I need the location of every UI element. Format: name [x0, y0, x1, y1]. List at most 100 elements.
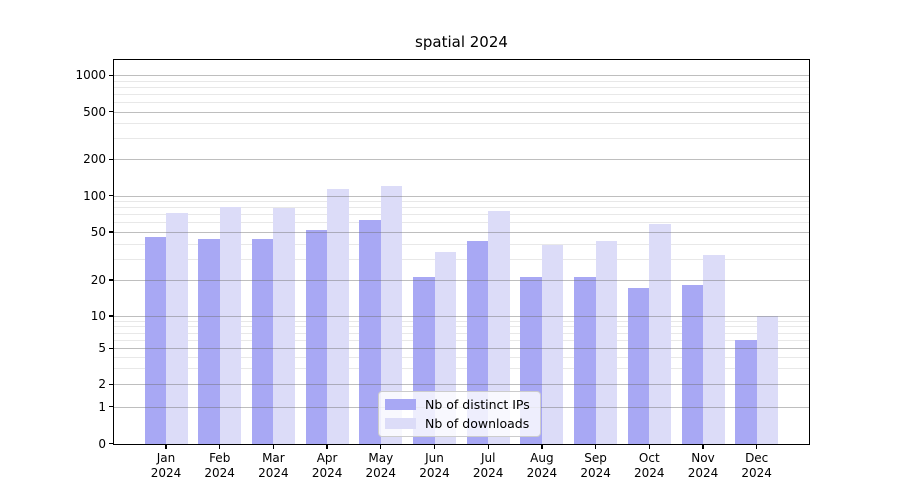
axes-border [113, 59, 810, 445]
bar-nb-of-distinct-ips-feb [198, 238, 220, 444]
minor-gridline [113, 86, 810, 88]
x-tick-mark [380, 445, 382, 449]
x-tick-month: Aug [530, 451, 554, 465]
bar-nb-of-downloads-may [380, 186, 403, 444]
x-tick-label-nov: Nov 2024 [671, 451, 735, 481]
minor-gridline [113, 201, 810, 203]
bar-nb-of-distinct-ips-jan [144, 237, 166, 444]
y-tick-mark [109, 383, 113, 385]
y-tick-mark [109, 195, 113, 197]
bar-nb-of-distinct-ips-sep [574, 277, 596, 444]
x-tick-year: 2024 [472, 466, 504, 480]
minor-gridline [113, 332, 810, 334]
y-tick-mark [109, 74, 113, 76]
x-tick-mark [648, 445, 650, 449]
minor-gridline [113, 207, 810, 209]
minor-gridline [113, 93, 810, 95]
x-tick-month: Oct [638, 451, 660, 465]
x-tick-label-apr: Apr 2024 [295, 451, 359, 481]
chart-title: spatial 2024 [415, 33, 508, 51]
x-tick-month: Mar [262, 451, 285, 465]
major-gridline [113, 384, 810, 386]
bar-nb-of-downloads-jul [488, 210, 510, 444]
y-tick-label: 200 [83, 152, 106, 167]
bar-nb-of-distinct-ips-may [359, 219, 381, 444]
y-tick-label: 1 [98, 399, 106, 414]
x-tick-mark [433, 445, 436, 449]
x-tick-year: 2024 [204, 466, 235, 480]
bar-nb-of-distinct-ips-oct [627, 288, 650, 444]
minor-gridline [113, 222, 810, 224]
x-tick-month: Feb [209, 451, 231, 465]
x-tick-label-jun: Jun 2024 [403, 451, 467, 481]
major-gridline [113, 231, 810, 233]
x-tick-label-jul: Jul 2024 [456, 451, 520, 481]
y-tick-label: 5 [98, 341, 106, 356]
x-tick-mark [219, 445, 221, 449]
legend-label-distinct-ips: Nb of distinct IPs [425, 397, 530, 412]
y-tick-mark [109, 442, 113, 445]
legend-entry-downloads: Nb of downloads [385, 416, 532, 431]
y-tick-mark [109, 279, 113, 281]
x-tick-year: 2024 [634, 466, 665, 480]
legend-swatch-downloads [385, 418, 416, 429]
x-tick-year: 2024 [311, 466, 343, 480]
minor-gridline [113, 368, 810, 370]
x-tick-year: 2024 [526, 466, 558, 480]
y-tick-label: 0 [98, 436, 106, 451]
bar-nb-of-downloads-dec [756, 316, 779, 444]
x-tick-mark [702, 445, 704, 449]
legend-swatch-distinct-ips [385, 399, 416, 410]
y-tick-label: 20 [90, 272, 106, 287]
major-gridline [113, 279, 810, 281]
x-tick-label-sep: Sep 2024 [564, 451, 628, 481]
x-tick-mark [326, 445, 328, 449]
x-tick-label-feb: Feb 2024 [188, 451, 252, 481]
plot-area: Nb of distinct IPs Nb of downloads [113, 59, 810, 445]
minor-gridline [113, 243, 810, 245]
x-tick-mark [272, 445, 275, 449]
bar-nb-of-distinct-ips-nov [681, 285, 703, 444]
x-tick-month: Apr [316, 451, 338, 465]
minor-gridline [113, 339, 810, 341]
x-tick-month: Jan [156, 451, 176, 465]
y-tick-label: 10 [90, 309, 106, 324]
y-tick-label: 500 [83, 104, 106, 119]
legend-entry-distinct-ips: Nb of distinct IPs [385, 397, 532, 412]
minor-gridline [113, 214, 810, 216]
x-tick-year: 2024 [419, 466, 450, 480]
bar-nb-of-downloads-feb [219, 207, 242, 444]
x-tick-mark [541, 445, 543, 449]
x-tick-year: 2024 [258, 466, 289, 480]
y-tick-label: 100 [83, 188, 106, 203]
x-tick-year: 2024 [365, 466, 397, 480]
x-tick-month: Jun [425, 451, 444, 465]
y-tick-mark [109, 231, 113, 233]
y-tick-mark [109, 405, 113, 408]
bar-nb-of-downloads-jan [166, 212, 188, 444]
y-tick-mark [109, 110, 113, 113]
minor-gridline [113, 320, 810, 322]
major-gridline [113, 159, 810, 161]
x-tick-label-aug: Aug 2024 [510, 451, 574, 481]
x-tick-year: 2024 [150, 466, 182, 480]
x-tick-month: Jul [480, 451, 496, 465]
bar-nb-of-downloads-mar [273, 208, 295, 444]
x-tick-year: 2024 [741, 466, 772, 480]
major-gridline [113, 316, 810, 318]
x-tick-label-mar: Mar 2024 [241, 451, 305, 481]
bar-nb-of-distinct-ips-apr [305, 229, 328, 444]
y-tick-mark [109, 347, 113, 349]
minor-gridline [113, 102, 810, 103]
minor-gridline [113, 357, 810, 359]
minor-gridline [113, 123, 810, 125]
major-gridline [113, 75, 810, 77]
minor-gridlines [113, 59, 810, 445]
x-tick-month: May [368, 451, 394, 465]
x-tick-month: Nov [691, 451, 715, 465]
x-tick-month: Dec [745, 451, 769, 465]
x-tick-label-jan: Jan 2024 [134, 451, 198, 481]
legend: Nb of distinct IPs Nb of downloads [378, 391, 541, 437]
major-gridline [113, 348, 810, 350]
